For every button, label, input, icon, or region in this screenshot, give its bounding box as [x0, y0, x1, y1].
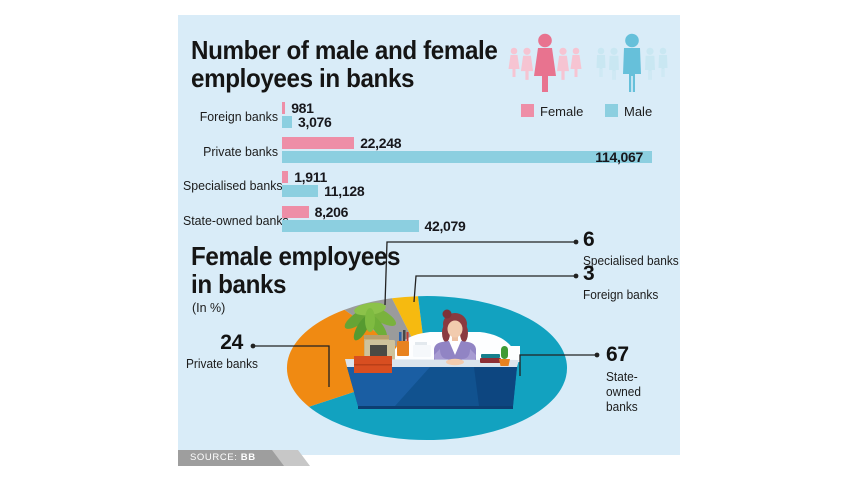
- female-bar: [282, 206, 309, 218]
- callout-foreign-value: 3: [583, 262, 595, 285]
- bar-category-label: Foreign banks: [199, 109, 278, 124]
- bar-category-label: Specialised banks: [183, 178, 283, 193]
- callout-specialised-value: 6: [583, 228, 595, 251]
- male-bar-value: 11,128: [324, 183, 365, 199]
- female-bar-value: 1,911: [294, 169, 327, 185]
- pie-chart-title-line1: Female employees: [191, 241, 401, 271]
- connector-state-owned: [519, 354, 597, 376]
- female-bar: [282, 171, 289, 183]
- male-bar: [282, 185, 319, 197]
- bar-chart-title-line2: employees in banks: [191, 62, 415, 93]
- female-bar: [282, 102, 286, 114]
- female-bar-value: 22,248: [360, 135, 402, 151]
- callout-state-owned-value: 67: [606, 343, 629, 366]
- male-bar: [282, 220, 419, 232]
- cactus-icon: [499, 346, 510, 366]
- hands: [446, 358, 464, 366]
- monitor-icon: [365, 340, 395, 361]
- male-legend-swatch: [605, 104, 618, 117]
- source-value: BB: [240, 452, 256, 463]
- teller-woman: [434, 309, 476, 363]
- source-text: SOURCE: BB: [190, 453, 256, 463]
- callout-dots: [250, 239, 600, 358]
- callout-connectors: [253, 241, 597, 387]
- bar-category-label: Private banks: [203, 144, 278, 159]
- connector-private: [253, 345, 330, 387]
- male-bar-value: 3,076: [298, 114, 332, 130]
- book-stack-icon: [480, 354, 501, 363]
- female-group-icon: [508, 33, 582, 92]
- pie-unit-note: (In %): [192, 301, 226, 315]
- pencil-cup-icon: [397, 330, 409, 356]
- connector-foreign: [413, 275, 576, 303]
- source-ribbon: SOURCE: BB: [178, 450, 328, 466]
- pie-chart-title: Female employees in banks: [191, 241, 401, 299]
- callout-private-label: Private banks: [186, 357, 258, 371]
- female-bar-value: 8,206: [314, 204, 349, 220]
- female-bar: [282, 137, 355, 149]
- pie-chart-and-illustration: [250, 239, 600, 441]
- callout-state-owned-label: State-owned banks: [606, 370, 642, 414]
- male-bar-value: 42,079: [424, 218, 466, 234]
- bar-category-label: State-owned banks: [183, 213, 289, 228]
- callout-specialised-label: Specialised banks: [583, 254, 679, 268]
- bar-chart-title-line1: Number of male and female: [191, 35, 498, 65]
- source-label: SOURCE:: [190, 452, 238, 463]
- bar-chart-title: Number of male and female employees in b…: [191, 35, 498, 93]
- infographic-panel: Number of male and female employees in b…: [178, 15, 680, 455]
- bank-teller-illustration: [344, 302, 520, 409]
- male-bar: [282, 116, 292, 128]
- callout-foreign-label: Foreign banks: [583, 288, 659, 302]
- pie-chart-title-line2: in banks: [191, 268, 287, 299]
- female-bar-value: 981: [291, 100, 314, 116]
- male-group-icon: [596, 33, 668, 92]
- callout-private-value: 24: [220, 331, 243, 354]
- female-legend-label: Female: [540, 104, 584, 119]
- paper-tray-icon: [413, 342, 431, 357]
- connector-specialised: [384, 241, 576, 306]
- male-legend-label: Male: [624, 104, 653, 119]
- male-bar: [282, 151, 652, 163]
- female-legend-swatch: [521, 104, 534, 117]
- male-bar-value: 114,067: [595, 149, 643, 165]
- source-ribbon-front: [178, 450, 284, 466]
